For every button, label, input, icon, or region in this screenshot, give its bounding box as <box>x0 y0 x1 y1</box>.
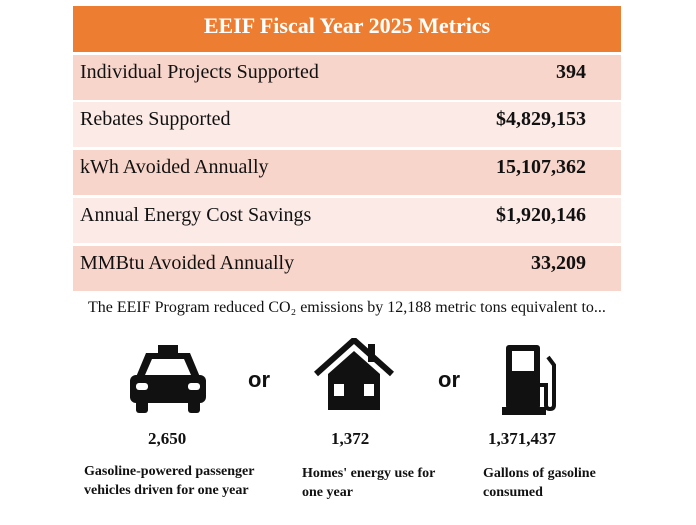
metric-label: Rebates Supported <box>80 108 231 130</box>
equivalent-caption: Gallons of gasoline consumed <box>483 466 596 500</box>
equivalent-caption: Homes' energy use for one year <box>302 466 436 500</box>
house-icon <box>314 338 394 410</box>
metric-value: $1,920,146 <box>496 204 586 226</box>
metric-value: 394 <box>556 61 586 83</box>
equivalent-caption: Gasoline-powered passenger vehicles driv… <box>84 464 255 498</box>
metric-label: kWh Avoided Annually <box>80 156 269 178</box>
gas-pump-icon <box>502 345 556 415</box>
metric-value: 33,209 <box>531 252 586 274</box>
table-title: EEIF Fiscal Year 2025 Metrics <box>73 6 621 52</box>
metric-row: Individual Projects Supported 394 <box>73 55 621 100</box>
metric-row: Rebates Supported $4,829,153 <box>73 102 621 147</box>
metric-label: Individual Projects Supported <box>80 61 319 83</box>
metric-label: MMBtu Avoided Annually <box>80 252 295 274</box>
equivalent-number: 1,371,437 <box>488 429 556 448</box>
metric-row: kWh Avoided Annually 15,107,362 <box>73 150 621 195</box>
car-icon <box>130 345 206 413</box>
equivalent-number: 1,372 <box>331 429 370 448</box>
metric-value: 15,107,362 <box>496 156 586 178</box>
metric-value: $4,829,153 <box>496 108 586 130</box>
metric-row: Annual Energy Cost Savings $1,920,146 <box>73 198 621 243</box>
metric-row: MMBtu Avoided Annually 33,209 <box>73 246 621 291</box>
metric-label: Annual Energy Cost Savings <box>80 204 312 226</box>
intro-text: The EEIF Program reduced CO₂ emissions b… <box>88 299 606 316</box>
equivalent-number: 2,650 <box>148 429 187 448</box>
or-separator: or <box>438 367 460 392</box>
or-separator: or <box>248 367 270 392</box>
